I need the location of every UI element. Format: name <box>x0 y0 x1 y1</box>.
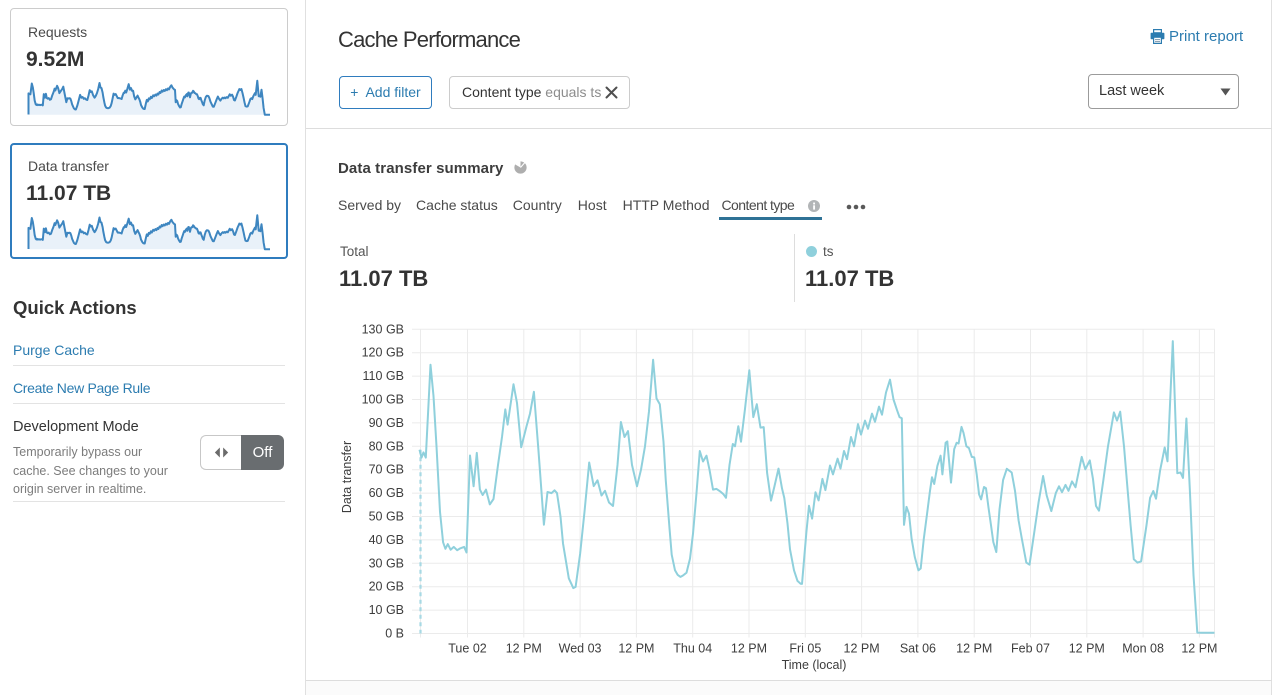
svg-text:Time (local): Time (local) <box>782 658 847 672</box>
svg-text:12 PM: 12 PM <box>1069 642 1105 656</box>
svg-text:90 GB: 90 GB <box>369 416 404 430</box>
svg-text:Tue 02: Tue 02 <box>448 642 487 656</box>
svg-text:12 PM: 12 PM <box>844 642 880 656</box>
svg-text:12 PM: 12 PM <box>618 642 654 656</box>
svg-text:80 GB: 80 GB <box>369 439 404 453</box>
svg-text:130 GB: 130 GB <box>362 322 404 336</box>
svg-text:12 PM: 12 PM <box>1181 642 1217 656</box>
svg-text:Fri 05: Fri 05 <box>789 642 821 656</box>
svg-text:12 PM: 12 PM <box>731 642 767 656</box>
svg-text:20 GB: 20 GB <box>369 580 404 594</box>
svg-text:100 GB: 100 GB <box>362 393 404 407</box>
svg-text:Feb 07: Feb 07 <box>1011 642 1050 656</box>
svg-text:Thu 04: Thu 04 <box>673 642 712 656</box>
svg-text:Data transfer: Data transfer <box>340 441 354 513</box>
svg-text:12 PM: 12 PM <box>506 642 542 656</box>
svg-text:Wed 03: Wed 03 <box>559 642 602 656</box>
svg-text:120 GB: 120 GB <box>362 346 404 360</box>
svg-text:Sat 06: Sat 06 <box>900 642 936 656</box>
svg-text:0 B: 0 B <box>385 627 404 641</box>
svg-text:10 GB: 10 GB <box>369 603 404 617</box>
svg-text:70 GB: 70 GB <box>369 463 404 477</box>
svg-text:Mon 08: Mon 08 <box>1122 642 1164 656</box>
svg-text:50 GB: 50 GB <box>369 510 404 524</box>
svg-text:30 GB: 30 GB <box>369 556 404 570</box>
svg-text:60 GB: 60 GB <box>369 486 404 500</box>
svg-text:40 GB: 40 GB <box>369 533 404 547</box>
svg-text:110 GB: 110 GB <box>363 369 404 383</box>
svg-text:12 PM: 12 PM <box>956 642 992 656</box>
